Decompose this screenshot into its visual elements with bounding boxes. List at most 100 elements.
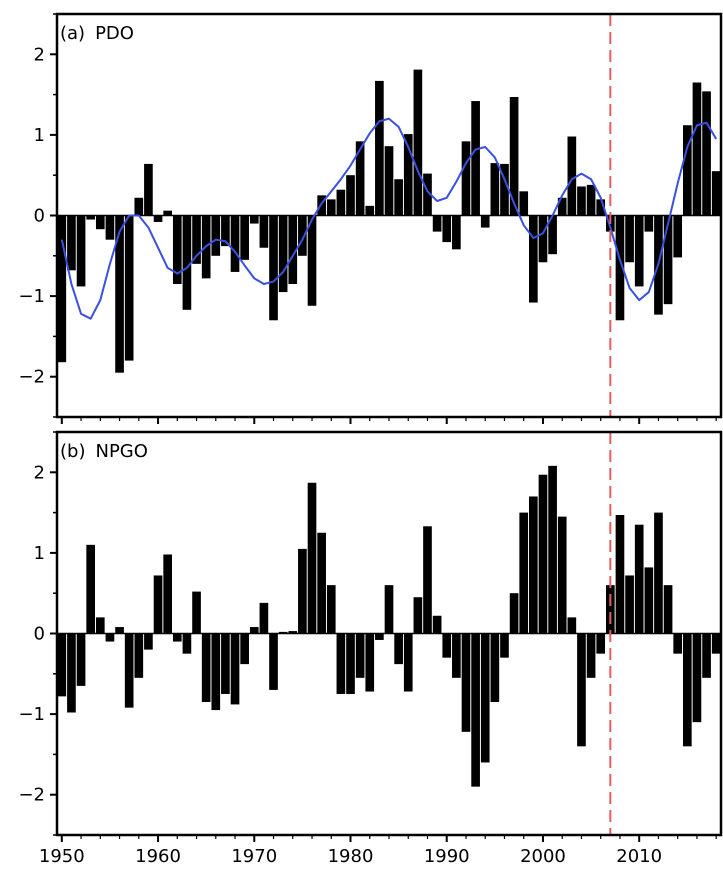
bar-b-2012 <box>654 512 663 634</box>
bar-a-1995 <box>490 163 500 216</box>
bar-a-1989 <box>432 215 442 232</box>
bar-a-2018 <box>711 171 721 216</box>
bar-b-1991 <box>452 633 461 678</box>
panel-label-a: (a) PDO <box>60 23 134 44</box>
bar-b-1989 <box>432 615 442 634</box>
bar-a-1975 <box>298 215 307 256</box>
bar-a-1992 <box>461 141 471 216</box>
bars-a <box>57 69 721 373</box>
bar-a-1961 <box>163 210 172 216</box>
bar-b-1967 <box>221 633 230 694</box>
bar-b-1970 <box>249 627 259 634</box>
bar-a-2001 <box>548 215 557 255</box>
panel-a-pdo: −2 −1 0 1 2 (a) PDO <box>18 12 723 424</box>
bar-a-1959 <box>144 163 153 216</box>
bar-a-1997 <box>509 97 519 216</box>
bar-a-1994 <box>480 215 490 228</box>
bar-b-2018 <box>711 633 721 654</box>
bar-a-1987 <box>413 69 423 216</box>
bar-a-1955 <box>105 215 115 240</box>
bar-a-1969 <box>240 215 249 260</box>
ytick-label-b-2: 0 <box>34 624 45 645</box>
bar-b-1990 <box>442 633 452 658</box>
bar-b-2005 <box>586 633 596 678</box>
bar-a-1999 <box>529 215 538 303</box>
series-label-b: NPGO <box>95 441 147 462</box>
bar-b-1978 <box>326 585 336 634</box>
bar-a-2011 <box>644 215 654 232</box>
bar-b-1996 <box>500 633 509 658</box>
bar-b-2003 <box>567 617 577 634</box>
bar-b-1994 <box>480 633 490 763</box>
bar-b-2002 <box>557 516 567 634</box>
panel-b-npgo: −2 −1 0 1 2 1950 1960 1970 1980 1990 2000 2010 (b) NP… <box>18 430 723 867</box>
bar-a-1953 <box>86 215 96 220</box>
bar-a-1954 <box>95 215 105 230</box>
bar-b-1957 <box>124 633 134 708</box>
bar-a-1980 <box>346 175 355 216</box>
bar-b-2010 <box>634 524 644 634</box>
bars-b <box>57 465 721 787</box>
bar-a-2017 <box>702 91 711 216</box>
xtick-label-b-6: 2010 <box>616 846 662 867</box>
bar-b-1986 <box>403 633 413 692</box>
bar-b-1984 <box>384 585 394 634</box>
bar-b-1987 <box>413 597 423 634</box>
bar-a-2005 <box>586 184 596 216</box>
bar-a-1979 <box>336 189 346 216</box>
ytick-label-a-0: −2 <box>18 367 45 388</box>
bar-b-1974 <box>288 631 298 634</box>
xtick-label-b-0: 1950 <box>39 846 85 867</box>
panel-letter-a: (a) <box>60 23 85 44</box>
bar-a-1996 <box>500 163 509 216</box>
ytick-label-b-4: 2 <box>34 462 45 483</box>
bar-b-1952 <box>76 633 86 686</box>
bar-b-1981 <box>355 633 365 678</box>
bar-b-1995 <box>490 633 500 703</box>
ytick-label-a-4: 2 <box>34 44 45 65</box>
bar-b-1980 <box>346 633 355 694</box>
bar-b-1962 <box>172 633 182 642</box>
bar-b-1965 <box>201 633 211 703</box>
bar-b-2016 <box>692 633 702 723</box>
bar-a-2016 <box>692 82 702 216</box>
bar-b-2001 <box>548 465 557 634</box>
bar-b-1982 <box>365 633 375 692</box>
bar-a-1963 <box>182 215 192 310</box>
bar-b-1979 <box>336 633 346 694</box>
xtick-label-b-2: 1970 <box>231 846 277 867</box>
bar-b-1992 <box>461 633 471 732</box>
bar-a-1950 <box>57 215 67 363</box>
bar-a-2014 <box>673 215 683 258</box>
bar-b-1999 <box>529 496 538 634</box>
bar-b-1969 <box>240 633 249 665</box>
bar-a-1962 <box>172 215 182 285</box>
xtick-label-b-1: 1960 <box>135 846 181 867</box>
bar-a-1970 <box>249 215 259 224</box>
bar-a-1986 <box>403 134 413 216</box>
series-label-a: PDO <box>95 23 134 44</box>
bar-b-1960 <box>153 575 163 634</box>
bar-a-1990 <box>442 215 452 243</box>
bar-b-1983 <box>375 633 384 640</box>
bar-a-2013 <box>663 215 673 305</box>
panel-letter-b: (b) <box>60 441 85 462</box>
bar-b-1954 <box>95 617 105 634</box>
bar-a-1958 <box>134 197 144 216</box>
bar-a-1974 <box>288 215 298 285</box>
bar-a-1971 <box>259 215 269 248</box>
bar-b-2007 <box>606 585 615 634</box>
bar-b-2000 <box>538 474 548 634</box>
bar-b-2014 <box>673 633 683 654</box>
bar-a-1988 <box>423 173 432 216</box>
bar-b-1972 <box>269 633 278 690</box>
ytick-label-b-3: 1 <box>34 543 45 564</box>
bar-b-1988 <box>423 526 432 634</box>
bar-a-2010 <box>634 215 644 287</box>
bar-a-1983 <box>375 80 384 216</box>
bar-a-2015 <box>682 125 692 216</box>
bar-b-2011 <box>644 567 654 634</box>
bar-a-1957 <box>124 215 134 361</box>
ytick-label-b-1: −1 <box>18 704 45 725</box>
bar-b-1959 <box>144 633 153 650</box>
